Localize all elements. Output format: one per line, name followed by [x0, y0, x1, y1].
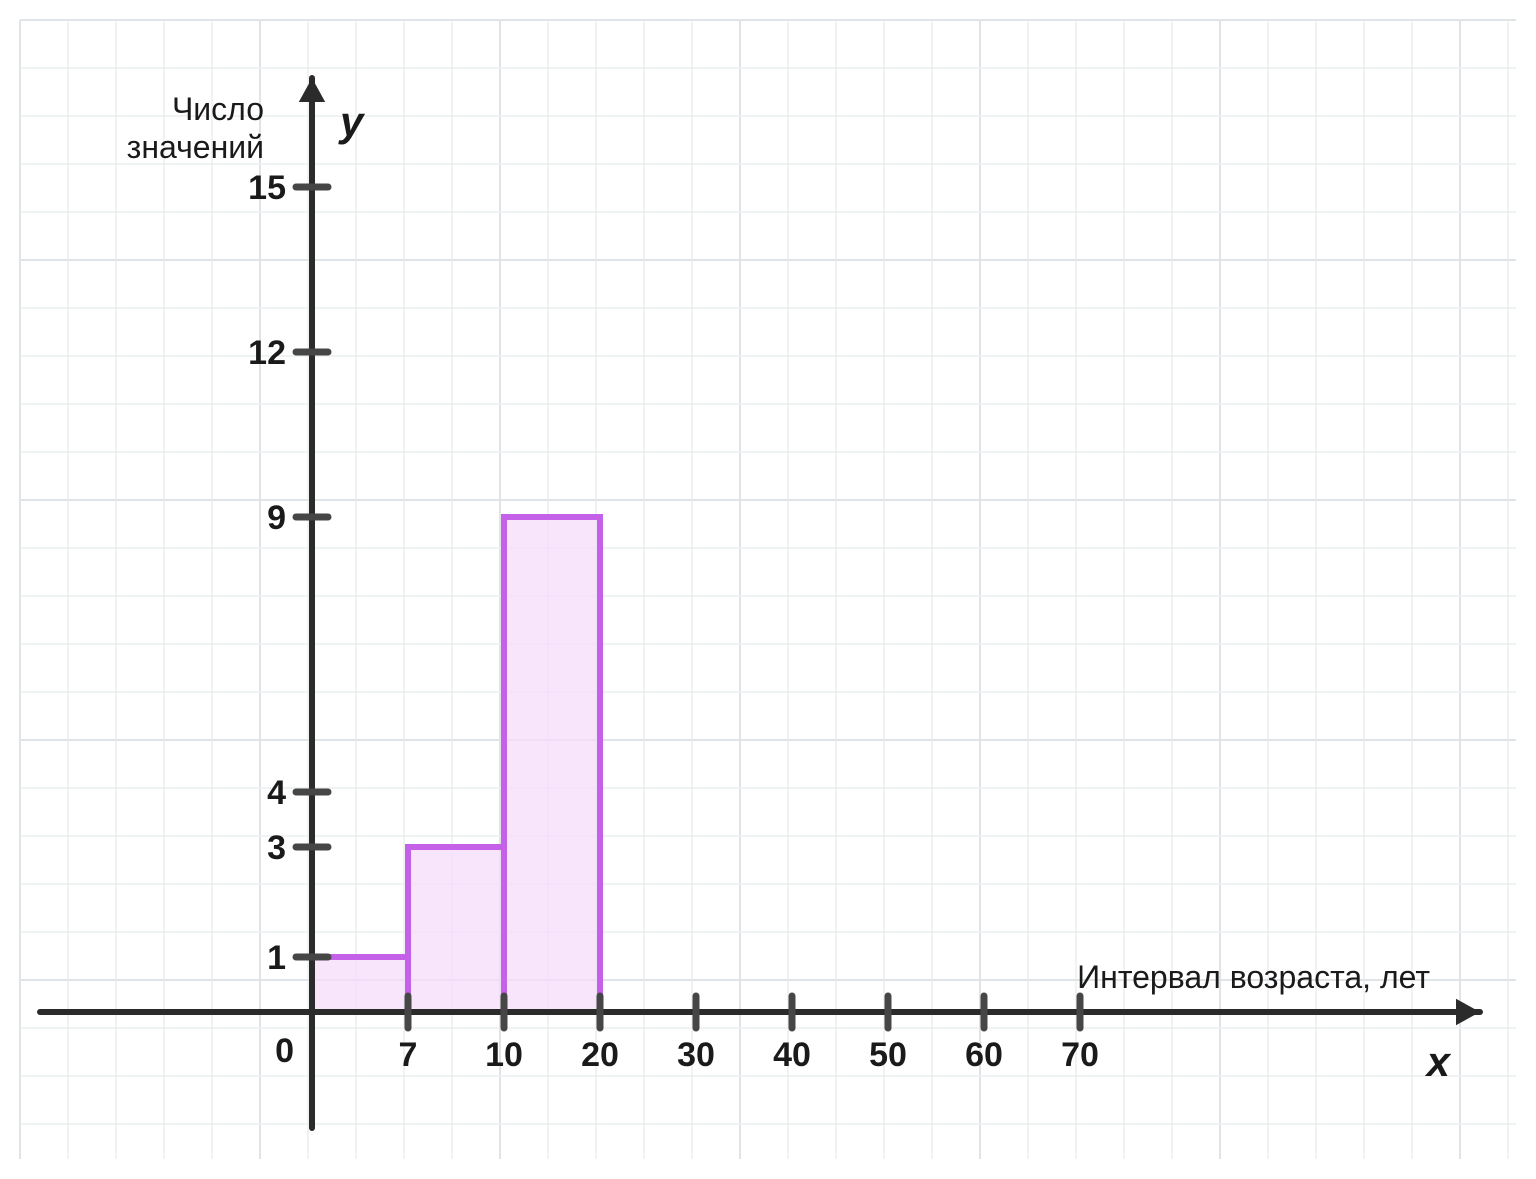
y-tick-label: 12 — [248, 334, 286, 372]
y-tick-label: 4 — [267, 774, 286, 812]
x-tick-label: 20 — [581, 1036, 619, 1074]
histogram-bar — [312, 957, 408, 1012]
axis-labels: y x Числозначений Интервал возраста, лет — [127, 91, 1452, 1085]
x-axis-letter: x — [1425, 1038, 1452, 1085]
histogram-bar — [504, 517, 600, 1012]
y-tick-label: 9 — [267, 499, 286, 537]
x-tick-label: 40 — [773, 1036, 811, 1074]
x-tick-label: 7 — [399, 1036, 418, 1074]
x-axis-title: Интервал возраста, лет — [1077, 959, 1430, 995]
y-axis-letter: y — [338, 98, 366, 145]
y-tick-label: 1 — [267, 939, 286, 977]
y-tick-label: 3 — [267, 829, 286, 867]
histogram-bars — [312, 517, 600, 1012]
x-tick-label: 70 — [1061, 1036, 1099, 1074]
x-axis-arrow-icon — [1456, 999, 1480, 1025]
y-axis-arrow-icon — [299, 78, 325, 102]
y-axis-title: Число — [172, 91, 264, 127]
x-tick-label: 10 — [485, 1036, 523, 1074]
histogram-chart: 1 3 4 9 12 15 7 10 20 30 40 50 60 70 0 y x Числозначений И… — [0, 0, 1536, 1179]
y-axis-title: значений — [127, 129, 264, 165]
x-tick-label: 60 — [965, 1036, 1003, 1074]
origin-label: 0 — [275, 1032, 294, 1070]
x-tick-label: 30 — [677, 1036, 715, 1074]
y-tick-label: 15 — [248, 169, 286, 207]
axis-ticks: 1 3 4 9 12 15 7 10 20 30 40 50 60 70 0 — [248, 169, 1099, 1074]
histogram-bar — [408, 847, 504, 1012]
x-tick-label: 50 — [869, 1036, 907, 1074]
